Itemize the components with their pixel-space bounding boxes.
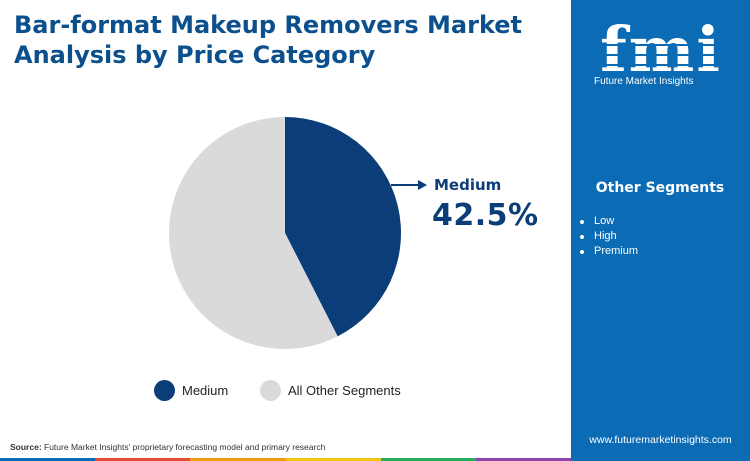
legend-item-medium: Medium [154, 378, 228, 402]
brand-name: Future Market Insights [594, 76, 694, 87]
other-segments-heading: Other Segments [595, 180, 725, 196]
bottom-color-bar [0, 458, 572, 461]
bottom-bar-segment [0, 458, 96, 461]
pie-slice-medium [285, 117, 402, 337]
legend-swatch-medium [154, 379, 175, 401]
sidebar-panel [571, 0, 750, 461]
callout-arrow-head [418, 180, 427, 190]
pie-chart [169, 117, 427, 350]
bottom-bar-segment [285, 458, 381, 461]
source-text: Future Market Insights' proprietary fore… [41, 442, 326, 452]
fmi-logo-text: fmi [600, 13, 722, 86]
legend-label-other: All Other Segments [288, 382, 401, 398]
segment-item-high: High [580, 229, 638, 244]
page-title: Bar-format Makeup Removers Market Analys… [14, 11, 523, 69]
legend-item-other: All Other Segments [260, 378, 401, 402]
website-link[interactable]: www.futuremarketinsights.com [589, 434, 732, 446]
fmi-logo: fmi [594, 13, 728, 86]
legend-label-medium: Medium [182, 382, 229, 398]
callout-arrow [391, 180, 427, 190]
other-segments-list: Low High Premium [580, 214, 638, 259]
segment-item-premium: Premium [580, 244, 638, 259]
bottom-bar-segment [380, 458, 476, 461]
source-note: Source: Future Market Insights' propriet… [10, 442, 325, 452]
pie-slice-all-other-segments [169, 117, 338, 350]
segment-item-low: Low [580, 214, 638, 229]
chart-legend: Medium All Other Segments [0, 378, 571, 402]
source-label: Source: [10, 442, 42, 452]
legend-swatch-other [260, 379, 281, 401]
bottom-bar-segment [190, 458, 286, 461]
bottom-bar-segment [475, 458, 572, 461]
logo-stripes [594, 44, 728, 66]
callout-label: Medium [434, 176, 502, 194]
bottom-bar-segment [95, 458, 191, 461]
callout-value: 42.5% [432, 198, 539, 233]
